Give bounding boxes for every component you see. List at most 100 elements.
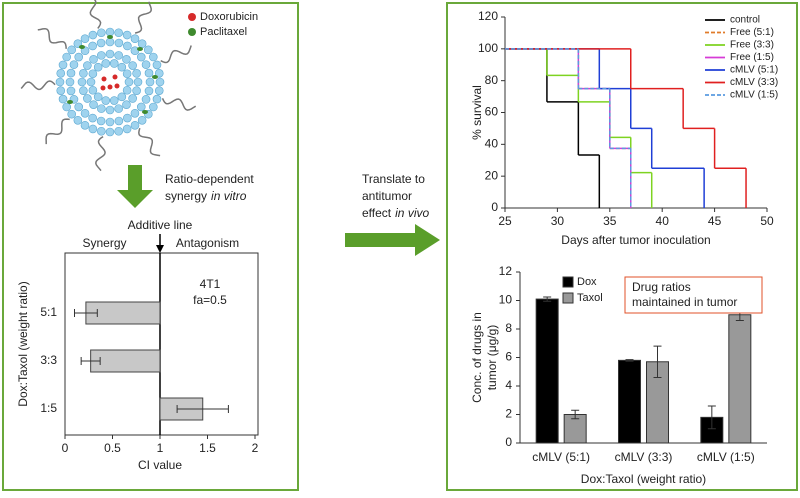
lipid-head [149, 102, 158, 112]
lipid-head [67, 45, 76, 55]
ptx-particle [67, 100, 73, 104]
lipid-head [56, 86, 66, 95]
annotation-box [624, 276, 763, 314]
region-label: Antagonism [176, 236, 239, 250]
legend-doxorubicin: Doxorubicin [200, 11, 258, 23]
y-tick-label: 4 [505, 378, 512, 392]
lipid-head [123, 113, 132, 123]
y-tick-label: 3:3 [40, 353, 57, 367]
y-tick-label: 0 [491, 200, 498, 214]
peg-chain [89, 0, 102, 29]
y-tick-label: 20 [485, 168, 499, 182]
lipid-head [136, 52, 146, 62]
lipid-head [79, 86, 88, 95]
y-tick-label: 5:1 [40, 305, 57, 319]
lipid-head [114, 51, 123, 60]
lipid-head [105, 49, 115, 59]
y-tick-label: 6 [505, 350, 512, 364]
lipid-head [74, 102, 84, 112]
lipid-head [141, 95, 151, 104]
lipid-head [55, 77, 65, 87]
y-tick-label: 12 [499, 264, 513, 278]
legend-label: cMLV (3:3) [730, 77, 778, 88]
legend-swatch [562, 276, 574, 288]
y-axis-label: Conc. of drugs in [470, 312, 484, 403]
translate-word: effect [362, 206, 392, 220]
region-label: Synergy [82, 236, 126, 250]
lipid-head [122, 100, 131, 109]
lipid-head [117, 92, 127, 102]
legend-label: control [730, 15, 760, 26]
x-tick-label: 0 [62, 441, 69, 455]
lipid-head [56, 69, 66, 78]
x-axis-label: CI value [138, 458, 182, 472]
synergy-italic: in vitro [211, 189, 247, 203]
synergy-text: synergy in vitro [165, 189, 247, 203]
liposome [20, 0, 197, 172]
down-arrow [117, 165, 153, 208]
lipid-head [141, 60, 151, 69]
lipid-head [80, 108, 90, 118]
lipid-head [74, 52, 84, 62]
lipid-head [65, 77, 75, 87]
lipid-head [88, 113, 97, 123]
lipid-head [62, 102, 71, 112]
lipid-head [83, 94, 92, 103]
y-tick-label: 8 [505, 321, 512, 335]
peg-chain [160, 45, 192, 64]
lipid-head [67, 109, 76, 119]
legend-label: Free (5:1) [730, 27, 774, 38]
ptx-particle [107, 35, 113, 39]
lipid-head [88, 30, 98, 40]
lipid-head [145, 77, 155, 87]
lipid-head [128, 94, 137, 103]
lipid-head [86, 77, 96, 87]
error-bar [80, 357, 101, 365]
y-tick-label: 0 [505, 435, 512, 449]
dox-particle [107, 84, 113, 90]
bar [728, 314, 752, 444]
lipid-head [77, 77, 87, 87]
legend-swatch [562, 292, 574, 304]
lipid-head [105, 105, 115, 115]
y-tick-label: 100 [478, 41, 498, 55]
lipid-head [136, 102, 146, 112]
y-tick-label: 60 [485, 105, 499, 119]
lipid-head [96, 38, 106, 48]
lipid-head [62, 52, 71, 62]
y-tick-label: 120 [478, 9, 498, 23]
x-tick-label: 50 [760, 214, 774, 228]
dox-particle [112, 74, 118, 80]
x-tick-label: cMLV (5:1) [532, 450, 590, 464]
annotation: 4T1 [200, 277, 221, 291]
lipid-head [58, 60, 68, 70]
lipid-head [114, 126, 123, 136]
lipid-head [93, 92, 103, 102]
lipid-head [117, 62, 127, 72]
lipid-head [154, 86, 164, 95]
ptx-particle [137, 47, 143, 51]
x-axis-label: Dox:Taxol (weight ratio) [581, 472, 706, 486]
translate-italic: in vivo [395, 206, 429, 220]
lipid-head [97, 126, 106, 136]
x-tick-label: 1 [157, 441, 164, 455]
dox-particle [114, 83, 120, 89]
lipid-head [88, 124, 98, 134]
x-tick-label: 45 [708, 214, 722, 228]
lipid-head [114, 28, 123, 38]
lipid-head [144, 45, 153, 55]
left-panel [2, 2, 299, 491]
error-bar [707, 405, 716, 430]
lipid-head [89, 55, 98, 64]
axes [504, 17, 767, 209]
ptx-dot [188, 28, 196, 36]
y-axis-label: % survival [470, 85, 484, 140]
lipid-head [132, 86, 141, 95]
peg-chain [161, 97, 197, 111]
lipid-head [130, 121, 140, 130]
x-tick-label: 0.5 [104, 441, 121, 455]
peg-chain [37, 27, 67, 49]
plot-frame [64, 252, 259, 436]
lipid-head [130, 34, 140, 43]
annotation: Drug ratios [632, 280, 691, 294]
